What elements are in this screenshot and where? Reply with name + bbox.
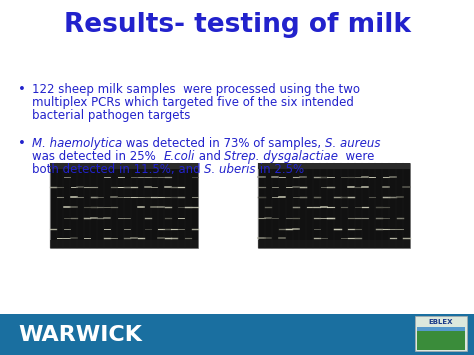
Text: both detected in 11.5%, and: both detected in 11.5%, and bbox=[32, 163, 204, 176]
Bar bbox=[0, 314, 474, 355]
Bar bbox=[50, 240, 198, 248]
Bar bbox=[258, 163, 410, 169]
Text: E.coli: E.coli bbox=[163, 150, 195, 163]
Text: was detected in 25%: was detected in 25% bbox=[32, 150, 163, 163]
Bar bbox=[417, 331, 465, 350]
Text: in 2.5%: in 2.5% bbox=[256, 163, 304, 176]
Text: S. aureus: S. aureus bbox=[325, 137, 381, 150]
Text: 122 sheep milk samples  were processed using the two: 122 sheep milk samples were processed us… bbox=[32, 83, 360, 96]
Text: multiplex PCRs which targeted five of the six intended: multiplex PCRs which targeted five of th… bbox=[32, 96, 354, 109]
Bar bbox=[417, 327, 465, 331]
Text: Results- testing of milk: Results- testing of milk bbox=[64, 12, 410, 38]
Bar bbox=[50, 163, 198, 169]
Text: S. uberis: S. uberis bbox=[204, 163, 256, 176]
Text: WARWICK: WARWICK bbox=[18, 324, 142, 345]
Text: •: • bbox=[18, 83, 26, 96]
Bar bbox=[258, 240, 410, 248]
Text: EBLEX: EBLEX bbox=[429, 320, 453, 326]
Text: was detected in 73% of samples,: was detected in 73% of samples, bbox=[122, 137, 325, 150]
Bar bbox=[258, 163, 410, 248]
Text: and: and bbox=[195, 150, 224, 163]
Text: •: • bbox=[18, 137, 26, 150]
Text: were: were bbox=[338, 150, 375, 163]
Bar bbox=[50, 163, 198, 248]
Text: bacterial pathogen targets: bacterial pathogen targets bbox=[32, 109, 191, 122]
Bar bbox=[415, 316, 467, 351]
Text: Strep. dysgalactiae: Strep. dysgalactiae bbox=[224, 150, 338, 163]
Text: M. haemolytica: M. haemolytica bbox=[32, 137, 122, 150]
